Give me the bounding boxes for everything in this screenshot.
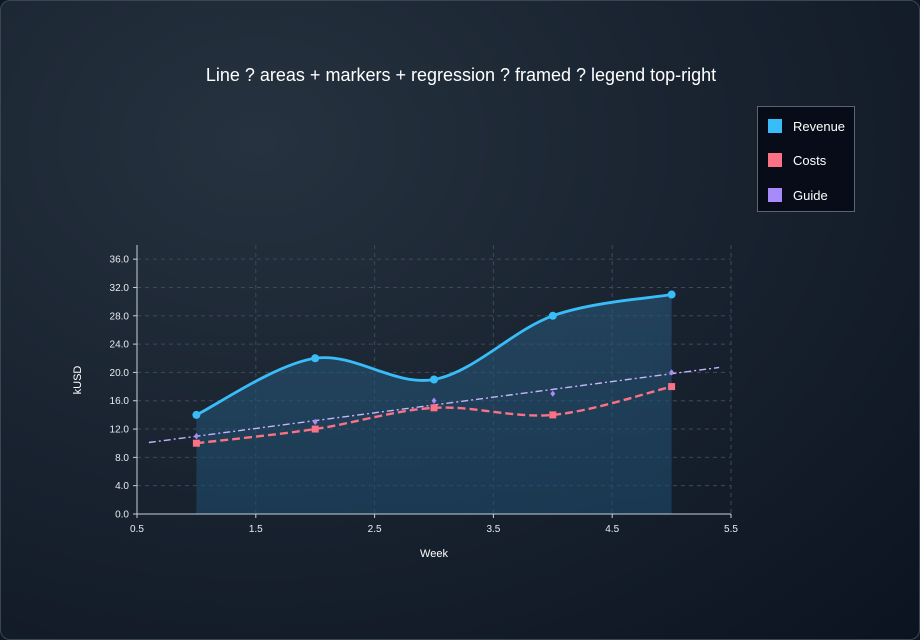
- legend-label-costs: Costs: [793, 152, 827, 168]
- y-tick-label: 16.0: [110, 396, 130, 407]
- x-tick-label: 0.5: [130, 524, 144, 535]
- x-tick-label: 3.5: [486, 524, 500, 535]
- chart-title: Line ? areas + markers + regression ? fr…: [205, 65, 717, 85]
- costs-point: [430, 404, 438, 412]
- legend-swatch-costs: [768, 153, 782, 167]
- guide-point: [669, 369, 674, 376]
- y-tick-label: 28.0: [110, 311, 130, 322]
- guide-point: [431, 397, 437, 404]
- y-tick-label: 24.0: [110, 340, 130, 351]
- costs-point: [668, 383, 676, 391]
- y-tick-label: 8.0: [115, 453, 129, 464]
- legend-item-revenue: Revenue: [768, 117, 845, 135]
- area-fills: [196, 294, 672, 514]
- x-tick-label: 4.5: [605, 524, 619, 535]
- guide-point: [550, 390, 556, 397]
- y-tick-label: 36.0: [110, 255, 130, 266]
- costs-point: [311, 425, 319, 433]
- y-axis-label: kUSD: [72, 366, 84, 395]
- axis-ticks: 0.0 4.0 8.0 12.0 16.0 20.0 24.0 28.0 32.0 36.0 0.5…: [110, 255, 739, 535]
- chart-legend: Revenue Costs Guide: [757, 106, 855, 212]
- costs-point: [192, 439, 200, 447]
- axes: [136, 245, 731, 515]
- x-tick-label: 2.5: [368, 524, 382, 535]
- legend-label-guide: Guide: [793, 187, 828, 203]
- guide-point: [312, 418, 318, 426]
- y-tick-label: 12.0: [110, 425, 130, 436]
- legend-swatch-guide: [768, 188, 782, 202]
- x-tick-label: 1.5: [249, 524, 263, 535]
- costs-point: [549, 411, 557, 419]
- x-axis-label: Week: [420, 548, 448, 560]
- revenue-area: [196, 294, 672, 514]
- revenue-point: [311, 354, 320, 363]
- y-tick-label: 4.0: [115, 481, 129, 492]
- y-tick-label: 20.0: [110, 368, 130, 379]
- revenue-point: [192, 410, 201, 419]
- legend-item-costs: Costs: [768, 151, 826, 169]
- legend-swatch-revenue: [768, 119, 782, 133]
- series-markers: [192, 290, 676, 447]
- revenue-point: [667, 290, 676, 299]
- x-tick-label: 5.5: [724, 524, 738, 535]
- guide-point: [194, 432, 199, 440]
- legend-item-guide: Guide: [768, 186, 828, 204]
- legend-label-revenue: Revenue: [793, 118, 846, 134]
- y-tick-label: 0.0: [115, 510, 129, 521]
- revenue-point: [430, 375, 438, 384]
- revenue-point: [548, 311, 557, 320]
- y-tick-label: 32.0: [110, 283, 130, 294]
